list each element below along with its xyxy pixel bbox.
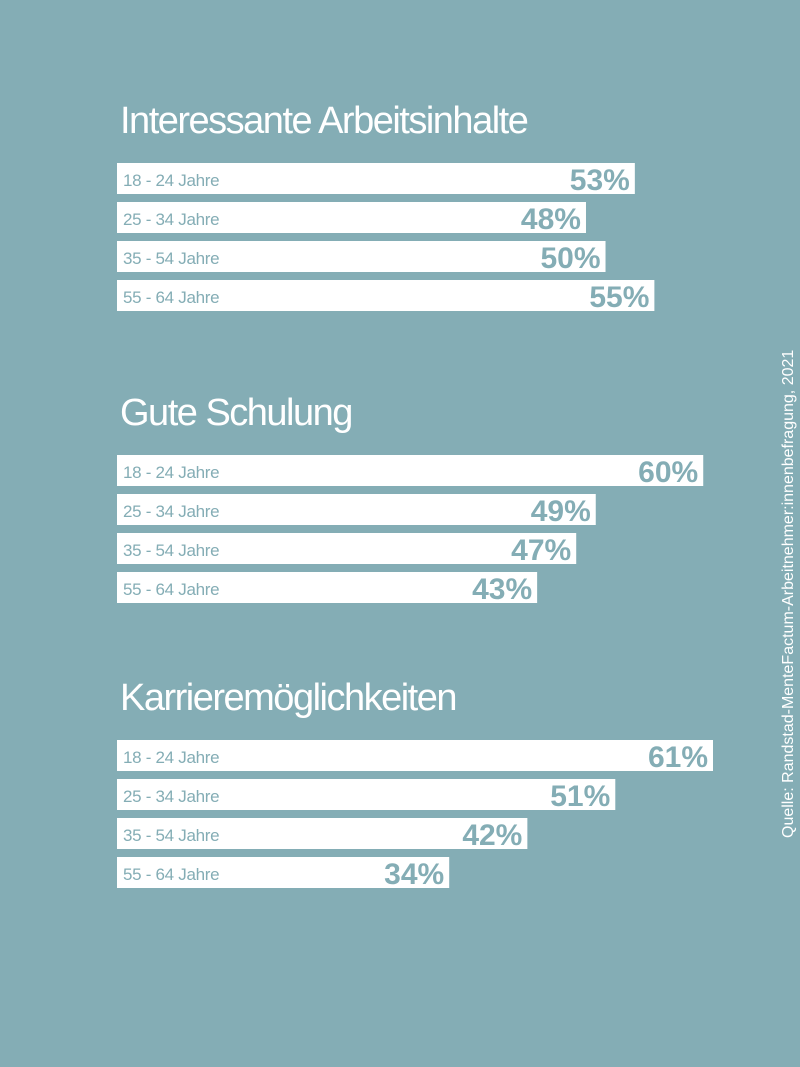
bar: [117, 740, 713, 771]
category-label: 18 - 24 Jahre: [123, 748, 219, 767]
value-label: 43%: [472, 573, 532, 606]
bar: [117, 202, 586, 233]
chart-section-1: Interessante Arbeitsinhalte 18 - 24 Jahre…: [117, 100, 655, 314]
value-label: 50%: [540, 242, 600, 275]
bar: [117, 779, 616, 810]
category-label: 25 - 34 Jahre: [123, 502, 219, 521]
chart-section-2: Gute Schulung 18 - 24 Jahre 60% 25 - 34 Jah…: [117, 392, 704, 606]
value-label: 55%: [589, 281, 649, 314]
category-label: 18 - 24 Jahre: [123, 171, 219, 190]
value-label: 51%: [550, 780, 610, 813]
category-label: 55 - 64 Jahre: [123, 865, 219, 884]
value-label: 34%: [384, 858, 444, 891]
bar: [117, 818, 528, 849]
chart-title: Gute Schulung: [120, 392, 352, 434]
bar: [117, 455, 704, 486]
category-label: 55 - 64 Jahre: [123, 288, 219, 307]
value-label: 49%: [531, 495, 591, 528]
chart-title: Interessante Arbeitsinhalte: [120, 100, 528, 142]
chart-section-3: Karrieremöglichkeiten 18 - 24 Jahre 61% 25 …: [117, 677, 713, 891]
bar: [117, 572, 538, 603]
value-label: 61%: [648, 741, 708, 774]
category-label: 55 - 64 Jahre: [123, 580, 219, 599]
value-label: 42%: [462, 819, 522, 852]
chart-sections: Interessante Arbeitsinhalte 18 - 24 Jahre…: [117, 100, 713, 891]
bar: [117, 533, 577, 564]
value-label: 60%: [638, 456, 698, 489]
bar: [117, 280, 655, 311]
category-label: 18 - 24 Jahre: [123, 463, 219, 482]
category-label: 25 - 34 Jahre: [123, 210, 219, 229]
value-label: 53%: [570, 164, 630, 197]
bar: [117, 241, 606, 272]
category-label: 35 - 54 Jahre: [123, 826, 219, 845]
bar: [117, 163, 635, 194]
value-label: 47%: [511, 534, 571, 567]
category-label: 35 - 54 Jahre: [123, 249, 219, 268]
bar: [117, 857, 450, 888]
category-label: 25 - 34 Jahre: [123, 787, 219, 806]
bar: [117, 494, 596, 525]
source-note: Quelle: Randstad-MenteFactum-Arbeitnehme…: [780, 350, 797, 838]
value-label: 48%: [521, 203, 581, 236]
category-label: 35 - 54 Jahre: [123, 541, 219, 560]
chart-title: Karrieremöglichkeiten: [120, 677, 456, 719]
